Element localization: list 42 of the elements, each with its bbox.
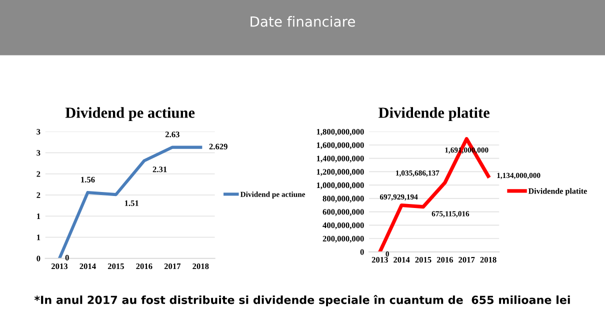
x-tick-label: 2016 [136, 263, 152, 270]
y-tick-label: 1,200,000,000 [316, 169, 364, 176]
y-tick-label: 200,000,000 [322, 236, 364, 243]
y-tick-label: 1 [37, 214, 40, 220]
data-label: 1.51 [124, 200, 138, 206]
data-label: 2.63 [165, 132, 180, 138]
x-tick-label: 2018 [192, 263, 209, 270]
data-label: 2.31 [152, 166, 167, 172]
text: Date financiare [250, 16, 355, 27]
y-tick-label: 0 [36, 256, 40, 262]
data-label: 0 [65, 254, 69, 260]
x-tick-label: 2015 [108, 263, 124, 270]
x-tick-label: 2014 [80, 263, 96, 270]
chart-title: Dividende platite [378, 107, 490, 121]
y-tick-label: 1,400,000,000 [316, 156, 364, 163]
line-series [58, 146, 202, 258]
x-tick-label: 2018 [480, 256, 496, 263]
y-tick-label: 800,000,000 [322, 196, 364, 203]
x-tick-label: 2017 [458, 256, 475, 263]
y-tick-label: 3 [36, 129, 40, 135]
y-tick-label: 3 [36, 150, 40, 156]
x-tick-label: 2015 [415, 256, 432, 263]
y-tick-label: 0 [360, 249, 364, 255]
y-tick-label: 2 [36, 171, 40, 177]
y-tick-label: 1 [37, 234, 40, 240]
x-tick-label: 2013 [372, 256, 388, 263]
y-tick-label: 1,600,000,000 [316, 142, 364, 150]
x-tick-label: 2016 [436, 256, 454, 263]
y-tick-label: 1,000,000,000 [316, 182, 364, 190]
y-tick-label: 400,000,000 [322, 222, 364, 230]
text: *In anul 2017 au fost distribuite si dividende speciale în cuantum de 655 milioane lei [34, 295, 570, 306]
y-tick-label: 1,800,000,000 [316, 128, 364, 136]
data-label: 2.629 [209, 144, 228, 150]
y-tick-label: 600,000,000 [322, 209, 364, 216]
x-tick-label: 2017 [164, 263, 181, 270]
y-tick-label: 2 [36, 192, 40, 198]
data-label: 1.56 [81, 176, 95, 182]
x-tick-label: 2013 [52, 263, 68, 270]
line-series [378, 137, 490, 252]
x-tick-label: 2014 [394, 256, 410, 263]
chart-title: Dividend pe actiune [65, 107, 195, 121]
legend-label: Dividende platite [528, 188, 587, 196]
